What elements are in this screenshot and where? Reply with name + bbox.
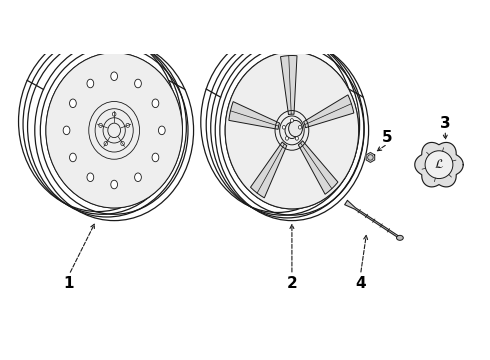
Polygon shape xyxy=(280,55,297,114)
Ellipse shape xyxy=(126,123,129,127)
Ellipse shape xyxy=(295,136,298,140)
Polygon shape xyxy=(415,143,463,187)
Polygon shape xyxy=(304,95,354,128)
Ellipse shape xyxy=(112,112,116,116)
Ellipse shape xyxy=(396,235,403,240)
Ellipse shape xyxy=(135,173,142,181)
Text: 3: 3 xyxy=(440,116,451,131)
Circle shape xyxy=(425,151,453,179)
Ellipse shape xyxy=(111,72,118,81)
Ellipse shape xyxy=(225,52,359,209)
Text: 4: 4 xyxy=(355,276,366,291)
Ellipse shape xyxy=(70,99,76,108)
Ellipse shape xyxy=(121,141,124,145)
Text: 5: 5 xyxy=(382,130,393,145)
Ellipse shape xyxy=(289,121,302,137)
Polygon shape xyxy=(298,141,338,194)
Ellipse shape xyxy=(158,126,165,135)
Polygon shape xyxy=(366,153,375,162)
Text: 1: 1 xyxy=(64,276,74,291)
Ellipse shape xyxy=(291,119,294,122)
Ellipse shape xyxy=(111,180,118,189)
Ellipse shape xyxy=(152,99,159,108)
Polygon shape xyxy=(250,142,287,198)
Ellipse shape xyxy=(46,53,182,208)
Ellipse shape xyxy=(286,136,289,140)
Ellipse shape xyxy=(298,126,301,129)
Ellipse shape xyxy=(135,79,142,88)
Ellipse shape xyxy=(282,126,286,129)
Ellipse shape xyxy=(87,79,94,88)
Polygon shape xyxy=(229,102,280,129)
Polygon shape xyxy=(344,201,399,238)
Ellipse shape xyxy=(87,173,94,181)
Ellipse shape xyxy=(46,53,182,208)
Ellipse shape xyxy=(99,123,102,127)
Ellipse shape xyxy=(70,153,76,162)
Ellipse shape xyxy=(63,126,70,135)
Text: 2: 2 xyxy=(287,276,297,291)
Text: $\mathcal{L}$: $\mathcal{L}$ xyxy=(434,158,444,171)
Ellipse shape xyxy=(152,153,159,162)
Ellipse shape xyxy=(104,141,108,145)
